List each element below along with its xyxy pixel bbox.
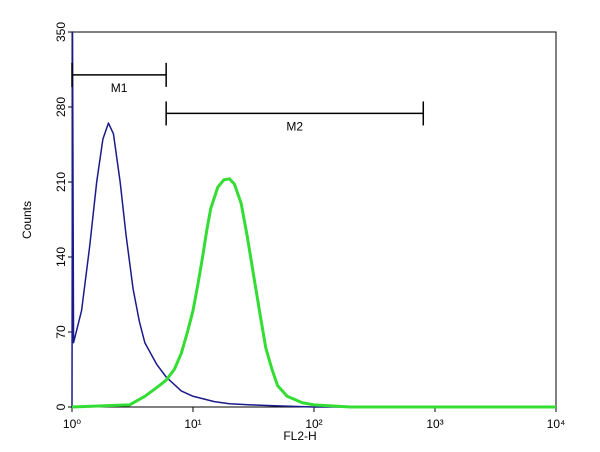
x-tick-label: 10⁴ — [547, 417, 566, 431]
histogram-line — [71, 177, 556, 409]
x-tick-label: 10¹ — [184, 417, 201, 431]
gate-label: M1 — [111, 81, 128, 95]
y-tick-label: 210 — [54, 172, 68, 192]
plot-frame — [71, 31, 557, 408]
y-tick-label: 280 — [54, 97, 68, 117]
x-tick-label: 10³ — [426, 417, 443, 431]
y-tick-label: 350 — [54, 22, 68, 42]
y-tick-label: 140 — [54, 247, 68, 267]
y-axis-label: Counts — [20, 201, 34, 239]
gate-label: M2 — [286, 120, 303, 134]
x-tick-label: 10² — [305, 417, 322, 431]
y-tick-label: 70 — [54, 325, 68, 339]
x-tick-label: 10⁰ — [63, 417, 81, 431]
x-axis-label: FL2-H — [283, 429, 316, 443]
y-tick-label: 0 — [54, 403, 68, 410]
histogram-line — [71, 31, 556, 408]
